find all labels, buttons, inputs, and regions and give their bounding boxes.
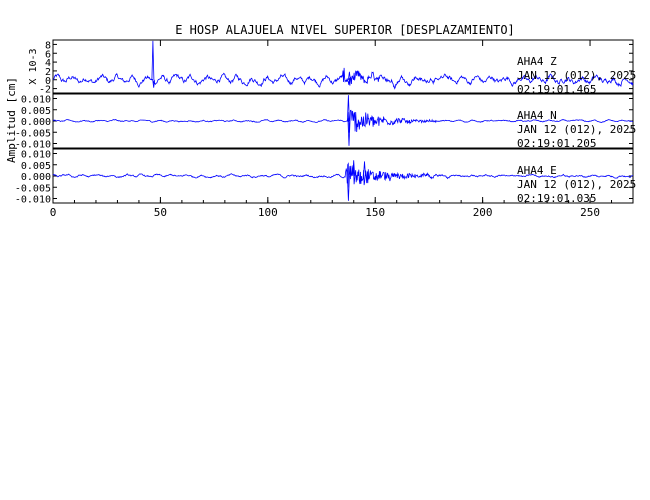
y-tick-label: 0.000 (21, 172, 51, 183)
x-tick-label: 100 (258, 206, 278, 219)
y-tick-label: 6 (45, 49, 51, 60)
y-tick-label: 0 (45, 76, 51, 87)
x-tick-label: 250 (580, 206, 600, 219)
y-tick-label: 0.005 (21, 161, 51, 172)
chart-title: E HOSP ALAJUELA NIVEL SUPERIOR [DESPLAZA… (175, 23, 515, 37)
time-label: 02:19:01.035 (517, 192, 596, 205)
trace-line-n (52, 95, 634, 146)
date-label: JAN 12 (012), 2025 (517, 123, 636, 136)
station-label: AHA4 N (517, 109, 557, 122)
station-label: AHA4 Z (517, 55, 557, 68)
y-scale-label: X 10-3 (28, 48, 39, 84)
y-tick-label: -0.005 (15, 128, 51, 139)
date-label: JAN 12 (012), 2025 (517, 178, 636, 191)
y-tick-label: 0.010 (21, 150, 51, 161)
x-tick-label: 150 (365, 206, 385, 219)
y-tick-label: 4 (45, 58, 51, 69)
y-tick-label: 0.000 (21, 117, 51, 128)
y-tick-label: -2 (39, 85, 51, 96)
x-tick-label: 50 (154, 206, 167, 219)
panel-frame (52, 39, 634, 94)
trace-line-e (52, 160, 634, 201)
x-tick-label: 0 (50, 206, 57, 219)
y-tick-label: -0.010 (15, 140, 51, 151)
x-axis: 0 50 100 150 200 250 (50, 40, 634, 219)
x-tick-label: 200 (473, 206, 493, 219)
y-tick-label: 8 (45, 40, 51, 51)
y-tick-label: 0.005 (21, 106, 51, 117)
y-tick-label: 2 (45, 67, 51, 78)
station-label: AHA4 E (517, 164, 557, 177)
y-axis-label: Amplitud [cm] (5, 77, 18, 163)
y-tick-label: -0.005 (15, 183, 51, 194)
time-label: 02:19:01.205 (517, 137, 596, 150)
date-label: JAN 12 (012), 2025 (517, 69, 636, 82)
y-tick-label: 0.010 (21, 95, 51, 106)
trace-line-z (52, 40, 634, 90)
time-label: 02:19:01.465 (517, 83, 596, 96)
y-tick-label: -0.010 (15, 195, 51, 206)
